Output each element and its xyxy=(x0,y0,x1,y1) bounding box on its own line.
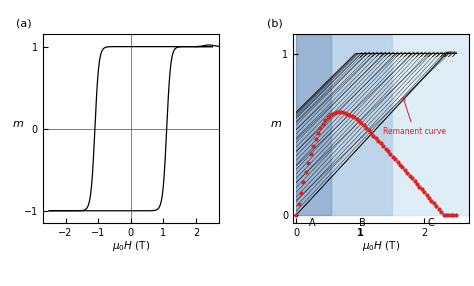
X-axis label: $\mu_0 H$ (T): $\mu_0 H$ (T) xyxy=(112,239,150,253)
Text: A: A xyxy=(309,218,315,228)
Text: (b): (b) xyxy=(266,19,283,29)
Text: (a): (a) xyxy=(16,19,32,29)
Y-axis label: $m$: $m$ xyxy=(270,119,283,129)
X-axis label: $\mu_0 H$ (T): $\mu_0 H$ (T) xyxy=(362,239,400,253)
Text: B: B xyxy=(358,218,365,228)
Text: Remanent curve: Remanent curve xyxy=(383,98,446,136)
Y-axis label: $m$: $m$ xyxy=(12,119,24,129)
Text: C: C xyxy=(428,218,434,228)
